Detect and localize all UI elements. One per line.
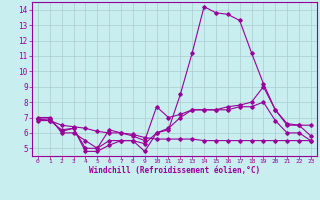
X-axis label: Windchill (Refroidissement éolien,°C): Windchill (Refroidissement éolien,°C) bbox=[89, 166, 260, 175]
